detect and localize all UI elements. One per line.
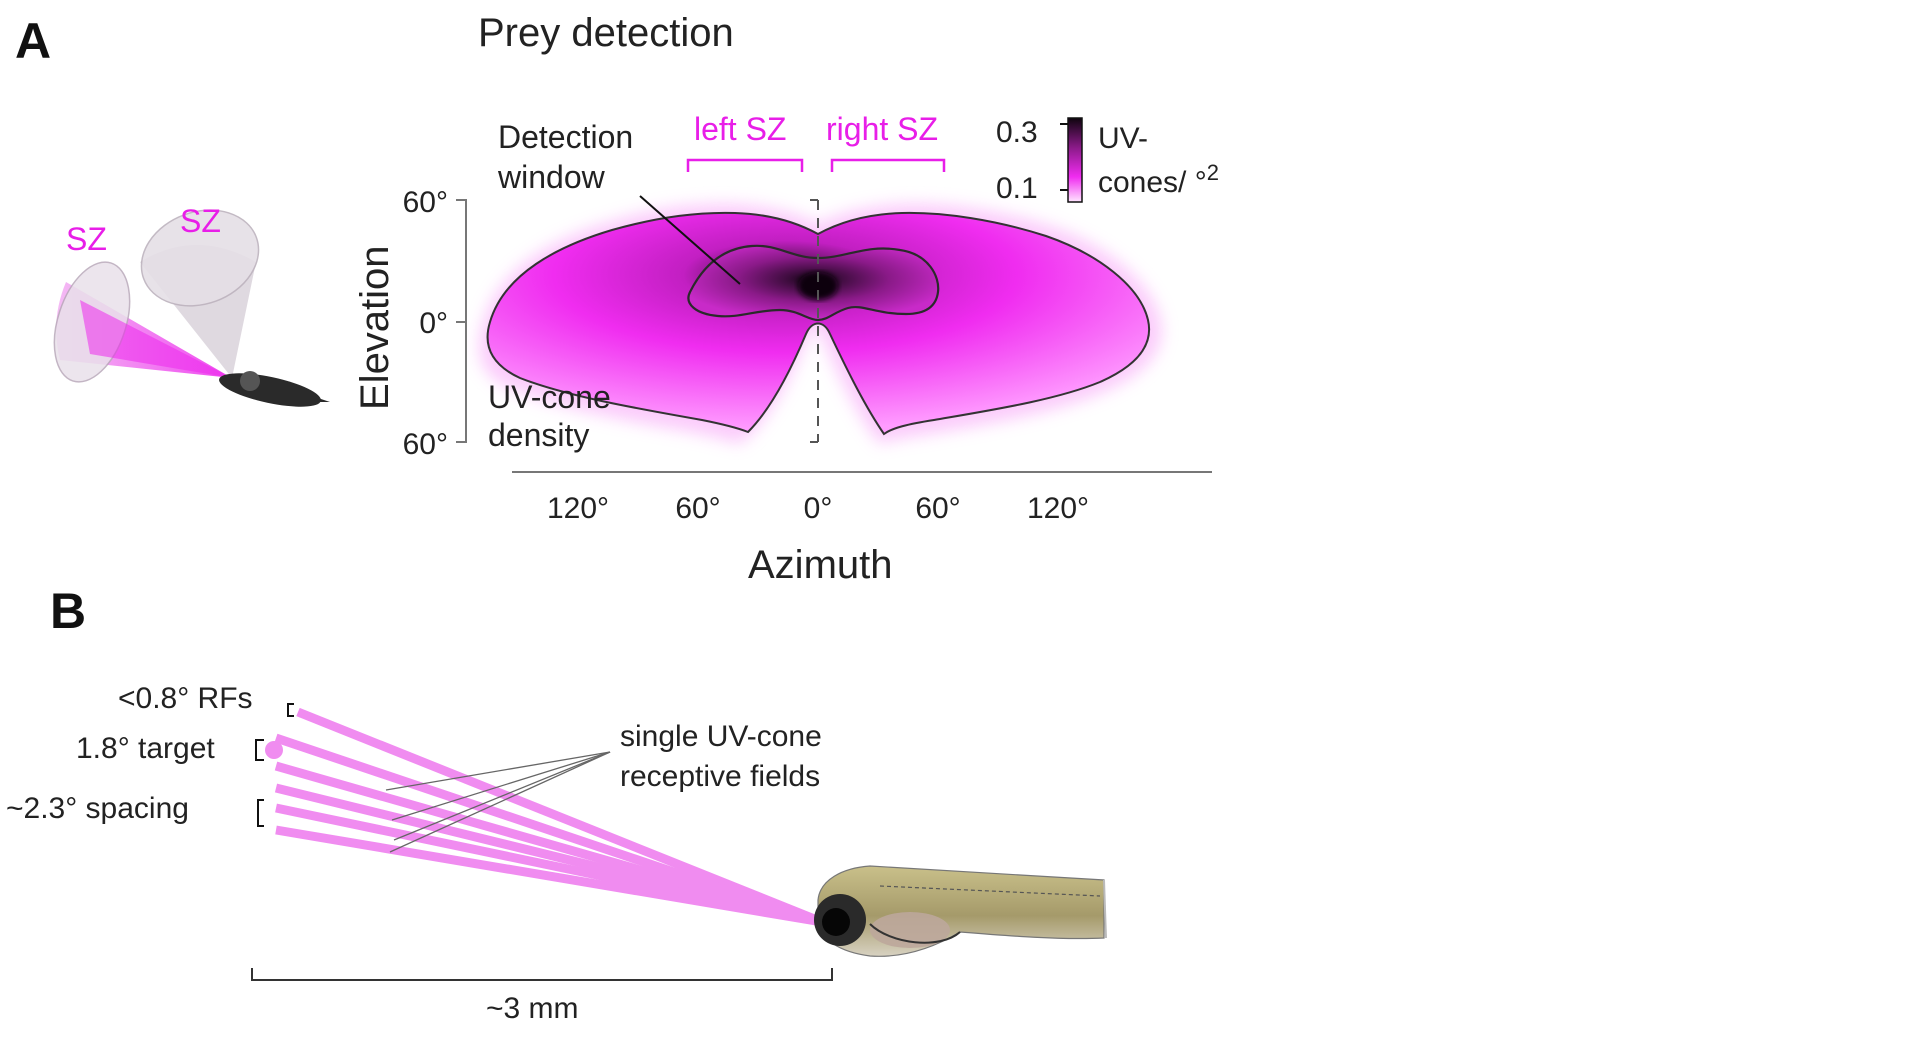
annotation-density-1: UV-cone — [488, 379, 611, 415]
right-sz-label: right SZ — [826, 111, 938, 147]
heatmap — [478, 199, 1162, 444]
fish-sz-cones-illustration: SZ SZ — [53, 203, 330, 407]
sz-brackets: left SZ right SZ — [686, 111, 946, 172]
sz-cone-right-base — [140, 209, 260, 307]
x-tick-label: 60° — [675, 492, 720, 525]
colorbar-max: 0.3 — [996, 116, 1038, 149]
colorbar-gradient — [1067, 117, 1083, 203]
panel-b-letter: B — [50, 583, 86, 639]
distance-scale-bar — [251, 968, 833, 981]
left-sz-bracket — [686, 158, 804, 172]
density-field — [486, 211, 1151, 436]
x-tick-label: 120° — [1027, 492, 1089, 525]
annotation-window-pointer — [639, 195, 741, 285]
left-sz-label: left SZ — [694, 111, 786, 147]
x-axis-label: Azimuth — [748, 543, 893, 587]
y-axis-label: Elevation — [353, 245, 397, 410]
spacing-label: ~2.3° spacing — [6, 792, 189, 825]
x-tick-label: 120° — [547, 492, 609, 525]
y-tick-labels: 60° 0° 60° — [403, 186, 448, 461]
sz-label-left: SZ — [66, 221, 107, 257]
distance-label: ~3 mm — [486, 992, 579, 1025]
x-tick-labels: 120° 60° 0° 60° 120° — [547, 492, 1089, 525]
callout-line-1: single UV-cone — [620, 720, 822, 753]
receptive-field-rays — [265, 707, 824, 927]
axes: 60° 0° 60° 120° 60° 0° 60° 120° Azimuth Elevat… — [353, 186, 1212, 587]
colorbar: 0.3 0.1 UV- cones/ °2 — [996, 116, 1219, 205]
callout-line-2: receptive fields — [620, 760, 820, 793]
target-size-label: 1.8° target — [76, 732, 215, 765]
colorbar-unit-2: cones/ °2 — [1098, 160, 1219, 199]
y-tick-label: 0° — [419, 307, 448, 340]
ray-1 — [296, 707, 824, 927]
x-tick-label: 60° — [915, 492, 960, 525]
sz-label-right: SZ — [180, 203, 221, 239]
colorbar-unit-1: UV- — [1098, 122, 1148, 155]
annotation-detection-window-1: Detection — [498, 119, 633, 155]
prey-target — [265, 741, 283, 759]
ray-6 — [275, 825, 823, 927]
annotation-density-2: density — [488, 417, 589, 453]
x-tick-label: 0° — [804, 492, 833, 525]
zebrafish-larva — [814, 865, 1107, 957]
right-sz-bracket — [830, 158, 946, 172]
y-tick-label: 60° — [403, 186, 448, 219]
colorbar-min: 0.1 — [996, 172, 1038, 205]
panel-a-letter: A — [15, 13, 51, 69]
callout-pointers — [385, 751, 611, 853]
panel-a-title: Prey detection — [478, 11, 734, 55]
y-tick-label: 60° — [403, 428, 448, 461]
annotation-detection-window-2: window — [497, 159, 606, 195]
rf-size-label: <0.8° RFs — [118, 682, 253, 715]
